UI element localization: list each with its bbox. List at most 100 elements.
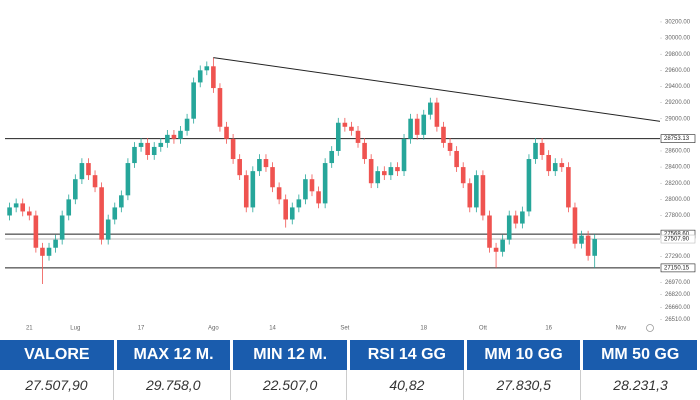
candle-body [441,126,446,143]
candle-body [382,171,387,176]
candle-body [230,138,236,160]
header-cell: VALORE [0,340,114,370]
candle-body [388,167,394,176]
candle-body [283,199,288,220]
candle-body [296,199,302,208]
candle-body [204,66,210,71]
y-tick-label: 26970.00 [665,280,691,286]
value-cell: 27.507,90 [0,370,114,400]
candle-body [329,150,335,164]
candle-body [559,163,565,168]
candle-body [171,134,177,139]
level-label: 27150.15 [664,265,690,271]
x-tick-label: 17 [138,326,145,332]
candle-body [86,163,91,176]
candle-body [355,130,361,143]
y-tick-label: 29200.00 [665,100,691,106]
value-row: 27.507,90 29.758,0 22.507,0 40,82 27.830,5 28… [0,370,700,400]
candle-body [546,155,551,172]
candle-body [375,171,381,184]
candle-body [585,235,591,256]
candle-body [500,239,505,252]
candle-body [53,239,58,248]
y-tick-label: 28200.00 [665,181,691,187]
candle-body [322,163,328,204]
candle-body [33,215,39,248]
candle-body [105,219,111,240]
candle-body [132,146,137,164]
y-tick-label: 26660.00 [665,305,691,311]
y-tick-label: 28400.00 [665,165,691,171]
y-tick-label: 30200.00 [665,20,691,26]
candle-body [73,179,78,200]
candle-body [289,207,295,220]
settings-icon[interactable] [646,324,654,332]
y-axis: 30200.00 30000.00 29800.00 29600.00 29400.00… [660,20,696,323]
candle-body [454,150,459,168]
level-label-box [660,263,696,273]
candle-body [579,235,584,244]
x-tick-label: Nov [616,326,627,332]
y-tick-label: 28600.00 [665,149,691,155]
header-cell: MAX 12 M. [116,340,231,370]
candle-body [309,179,315,192]
y-tick-label: 30000.00 [665,36,691,42]
candle-body [138,142,144,147]
chart: 21 Lug 17 Ago 14 Set 18 Ott 16 Nov 30200.00 30000.… [5,19,696,332]
value-cell: 27.830,5 [467,370,582,400]
candle-body [552,163,558,172]
candle-body [26,211,32,216]
candle-body [362,142,367,160]
x-tick-label: 21 [26,326,33,332]
candle-body [99,187,104,240]
candle-body [434,102,440,127]
candle-body [46,247,52,256]
candle-body [263,159,269,168]
candle-body [243,175,249,208]
candle-body [20,203,26,212]
level-label-box [660,234,696,244]
candle-body [526,159,532,212]
y-tick-label: 27800.00 [665,213,691,219]
value-cell: 28.231,3 [613,377,668,393]
candle-body [460,167,466,184]
header-cell: MIN 12 M. [233,340,348,370]
level-label: 27507.90 [664,237,690,243]
candle-body [474,175,479,208]
y-tick-label: 29400.00 [665,84,691,90]
trend-line [213,57,687,126]
x-tick-label: 18 [420,326,427,332]
candle-body [250,171,256,208]
candle-body [493,247,499,252]
candle-body [79,163,85,180]
candle-body [349,126,354,131]
candle-body [572,207,578,244]
y-tick-label: 29600.00 [665,68,691,74]
candle-body [40,247,45,256]
candle-body [224,126,229,139]
level-label-box [660,134,696,143]
x-tick-label: Ott [479,326,487,332]
candle-body [408,118,413,139]
value-cell: 40,82 [350,370,465,400]
candle-body [211,66,216,89]
candle-body [145,142,150,155]
candle-body [184,118,190,131]
candle-body [428,102,433,115]
level-label: 28753.13 [664,136,690,142]
y-tick-label: 29800.00 [665,52,691,58]
candle-body [316,191,321,204]
header-cell: MM 50 GG [583,340,698,370]
stats-table: VALORE MAX 12 M. MIN 12 M. RSI 14 GG MM 10 G… [0,340,700,400]
candle-body [592,239,597,256]
candle-body [217,88,223,127]
value-cell: 29.758,0 [117,370,231,400]
candle-body [487,215,492,248]
candle-body [401,138,407,172]
candle-body [520,211,525,224]
candle-body [566,167,571,208]
candle-body [59,215,65,240]
candle-body [119,195,124,208]
x-tick-label: Set [340,326,349,332]
